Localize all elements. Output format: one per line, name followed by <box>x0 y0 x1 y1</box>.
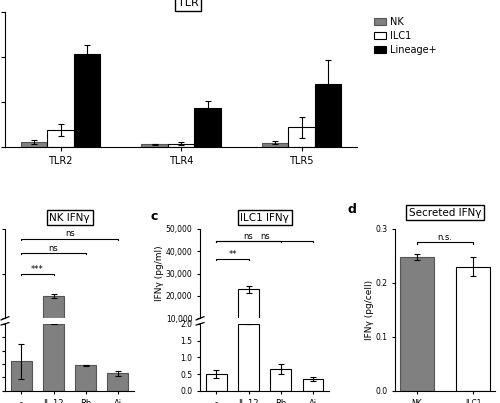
Bar <box>262 143 288 147</box>
Bar <box>238 324 259 391</box>
Bar <box>11 361 32 391</box>
Bar <box>288 127 315 147</box>
Bar <box>315 84 341 147</box>
Y-axis label: IFNγ (pg/ml): IFNγ (pg/ml) <box>156 246 164 301</box>
Bar <box>74 54 101 147</box>
Text: TLR: TLR <box>178 0 199 8</box>
Text: ILC1 IFNγ: ILC1 IFNγ <box>240 213 289 222</box>
Text: ns: ns <box>244 232 254 241</box>
Bar <box>43 324 64 391</box>
Text: NK IFNγ: NK IFNγ <box>50 213 90 222</box>
Bar <box>142 144 168 147</box>
Bar <box>270 369 291 391</box>
Text: **: ** <box>228 250 236 259</box>
Bar <box>194 108 221 147</box>
Bar <box>456 267 490 391</box>
Legend: NK, ILC1, Lineage+: NK, ILC1, Lineage+ <box>374 17 436 55</box>
Text: c: c <box>151 210 158 223</box>
Bar <box>21 142 48 147</box>
Y-axis label: IFNγ (pg/cell): IFNγ (pg/cell) <box>365 280 374 340</box>
Text: n.s.: n.s. <box>438 233 452 241</box>
Bar <box>76 366 96 391</box>
Text: d: d <box>347 203 356 216</box>
Bar <box>43 296 64 403</box>
Bar <box>238 289 259 341</box>
Text: ns: ns <box>48 243 58 253</box>
Bar <box>108 374 128 391</box>
Text: ns: ns <box>65 229 74 238</box>
Text: Secreted IFNγ: Secreted IFNγ <box>409 208 482 218</box>
Bar <box>48 130 74 147</box>
Text: ns: ns <box>260 232 270 241</box>
Bar <box>400 257 434 391</box>
Bar <box>302 379 324 391</box>
Bar <box>206 374 227 391</box>
Text: ***: *** <box>31 265 44 274</box>
Bar <box>168 143 194 147</box>
